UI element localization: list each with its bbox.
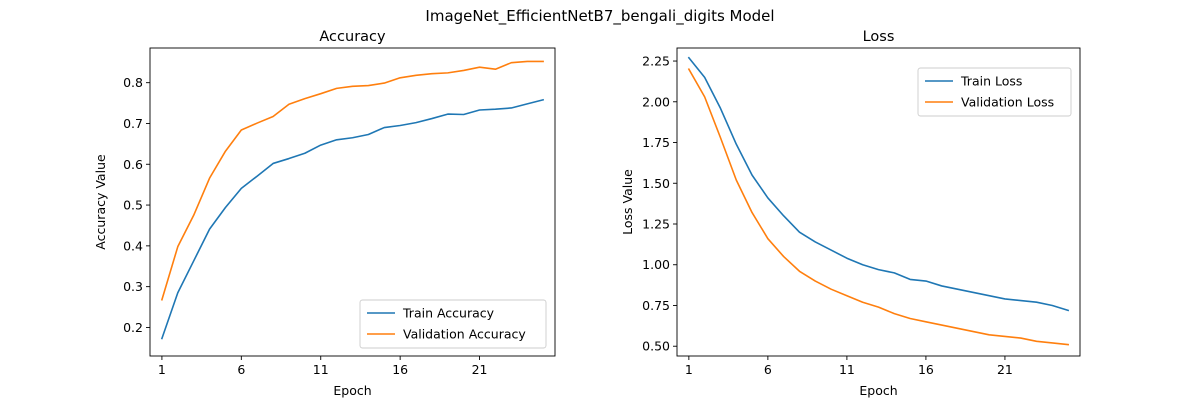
chart-1-title: Accuracy bbox=[319, 29, 386, 45]
chart-1-legend-box bbox=[359, 299, 547, 349]
chart-1-x-tick-label: 1 bbox=[158, 362, 166, 377]
chart-1-legend: Train Accuracy Validation Accuracy bbox=[359, 299, 547, 349]
chart-2-y-tick-label: 0.75 bbox=[642, 298, 670, 313]
chart-2-x-tick-label: 6 bbox=[764, 362, 772, 377]
chart-1-y-tick-label: 0.6 bbox=[123, 157, 143, 172]
chart-1-y-tick-label: 0.7 bbox=[123, 116, 143, 131]
chart-2-legend-label-1: Train Loss bbox=[960, 74, 1022, 89]
chart-2-y-tick-label: 2.25 bbox=[642, 54, 670, 69]
chart-2-x-tick-label: 1 bbox=[685, 362, 693, 377]
chart-1-series-line-2 bbox=[160, 60, 544, 301]
chart-2-plot-frame bbox=[676, 47, 1081, 357]
figure-title: ImageNet_EfficientNetB7_bengali_digits M… bbox=[425, 7, 774, 26]
chart-2-x-axis-label: Epoch bbox=[859, 383, 897, 398]
chart-1-y-tick-label: 0.5 bbox=[123, 198, 143, 213]
chart-1-x-axis-label: Epoch bbox=[333, 383, 371, 398]
chart-1-plot-frame bbox=[149, 47, 556, 357]
chart-1-x-tick-label: 11 bbox=[313, 362, 329, 377]
chart-2-series-line-2 bbox=[687, 68, 1070, 346]
chart-2-y-tick-label: 2.00 bbox=[642, 94, 670, 109]
chart-1-series-line-1 bbox=[160, 98, 545, 340]
chart-2-title: Loss bbox=[863, 29, 895, 45]
chart-2-x-tick-label: 21 bbox=[997, 362, 1013, 377]
chart-1-legend-label-2: Validation Accuracy bbox=[403, 327, 526, 342]
chart-2-y-tick-label: 1.75 bbox=[642, 135, 670, 150]
chart-2-x-tick-label: 16 bbox=[918, 362, 934, 377]
chart-2-y-tick-label: 0.50 bbox=[642, 339, 670, 354]
chart-1-y-tick-label: 0.2 bbox=[123, 320, 143, 335]
chart-1-legend-label-1: Train Accuracy bbox=[402, 306, 495, 321]
chart-2-legend-box bbox=[917, 67, 1072, 117]
chart-1-x-tick-label: 21 bbox=[472, 362, 488, 377]
chart-2-y-axis-label: Loss Value bbox=[620, 169, 635, 235]
chart-1-x-tick-label: 6 bbox=[237, 362, 245, 377]
chart-2-y-tick-label: 1.00 bbox=[642, 257, 670, 272]
chart-2-y-tick-label: 1.25 bbox=[642, 217, 670, 232]
chart-1-y-tick-label: 0.8 bbox=[123, 75, 143, 90]
chart-1-y-axis-label: Accuracy Value bbox=[93, 154, 108, 250]
chart-1-y-tick-label: 0.4 bbox=[123, 238, 143, 253]
chart-1-y-tick-label: 0.3 bbox=[123, 279, 143, 294]
chart-2-legend-label-2: Validation Loss bbox=[961, 95, 1054, 110]
chart-2-x-tick-label: 11 bbox=[839, 362, 855, 377]
chart-1-x-tick-label: 16 bbox=[392, 362, 408, 377]
chart-2-series-line-1 bbox=[687, 56, 1070, 312]
chart-2-legend: Train Loss Validation Loss bbox=[917, 67, 1072, 117]
chart-2-y-tick-label: 1.50 bbox=[642, 176, 670, 191]
